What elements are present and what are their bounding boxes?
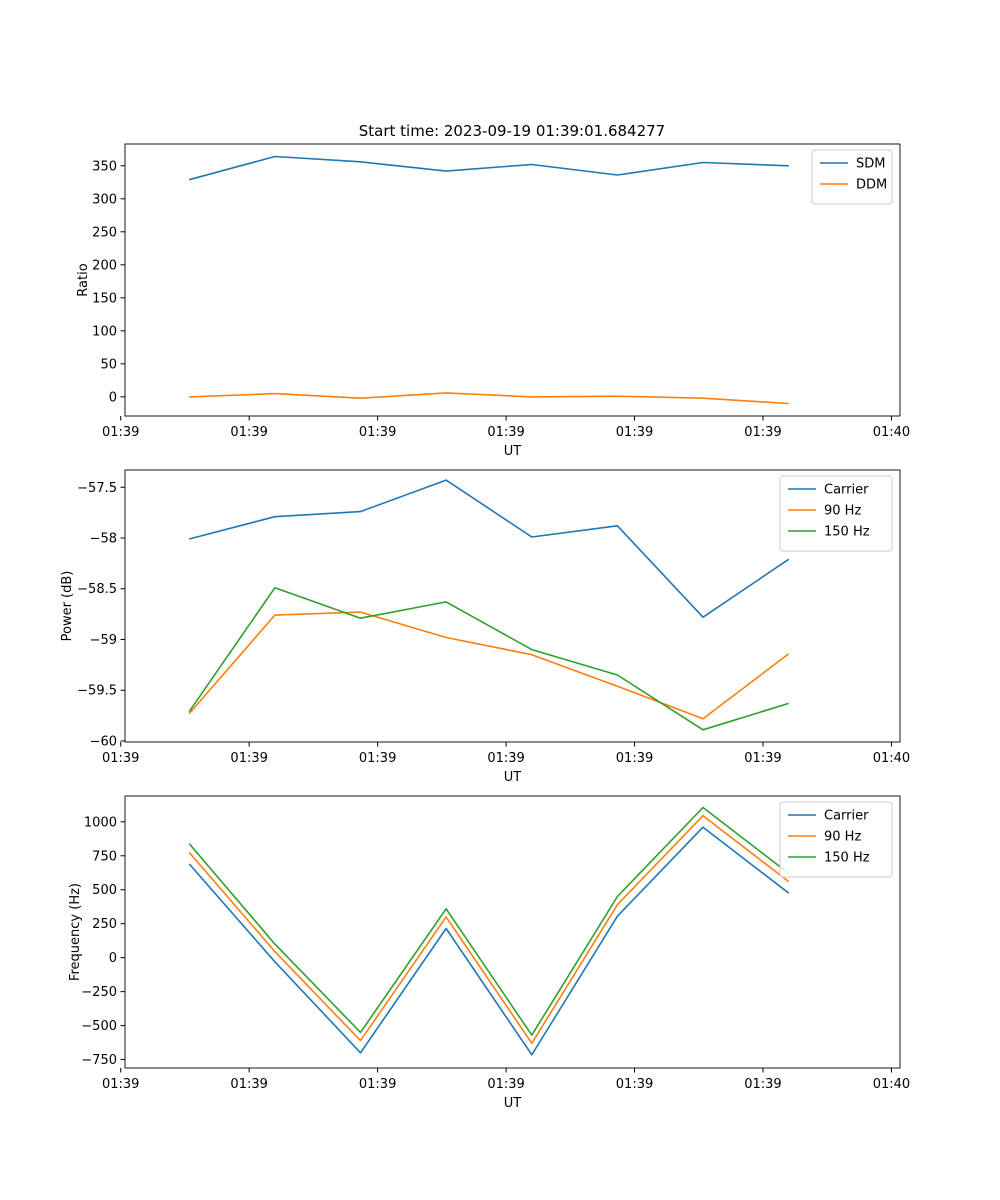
- legend-label: 150 Hz: [824, 851, 870, 866]
- x-tick-label: 01:39: [230, 751, 267, 766]
- x-axis-label: UT: [504, 770, 522, 785]
- y-tick-label: 0: [109, 951, 117, 966]
- x-tick-label: 01:39: [487, 425, 524, 440]
- y-tick-label: −59.5: [77, 684, 117, 699]
- y-tick-label: −58.5: [77, 582, 117, 597]
- chart-panel-1: 01:39 01:39 01:39 01:39 01:39 01:39 01:40 0 50 10…: [76, 143, 910, 459]
- legend-label: 90 Hz: [824, 504, 861, 519]
- y-tick-label: 500: [92, 883, 117, 898]
- legend-label: 150 Hz: [824, 525, 870, 540]
- x-tick-label: 01:39: [102, 425, 139, 440]
- series-line-sdm: [188, 155, 789, 181]
- chart-panel-3: 01:39 01:39 01:39 01:39 01:39 01:39 01:40 −750 −…: [68, 795, 910, 1111]
- x-axis-label: UT: [504, 444, 522, 459]
- x-axis-label: UT: [504, 1096, 522, 1111]
- axes-frame: [124, 795, 901, 1069]
- x-tick-label: 01:39: [102, 751, 139, 766]
- chart-panel-2: 01:39 01:39 01:39 01:39 01:39 01:39 01:40 −60 −5…: [60, 469, 910, 785]
- y-axis-label: Power (dB): [60, 571, 75, 642]
- x-tick-label: 01:39: [102, 1077, 139, 1092]
- y-axis-label: Frequency (Hz): [68, 883, 83, 981]
- y-tick-label: 1000: [84, 815, 117, 830]
- x-tick-label: 01:39: [616, 751, 653, 766]
- y-axis-label: Ratio: [76, 263, 91, 296]
- series-line-carrier: [188, 479, 790, 619]
- y-tick-label: −59: [90, 633, 117, 648]
- axes-frame: [124, 143, 901, 417]
- series-line-90-hz: [188, 814, 790, 1045]
- y-tick-label: −500: [81, 1019, 117, 1034]
- x-tick-label: 01:39: [487, 751, 524, 766]
- series-line-90-hz: [188, 611, 790, 720]
- y-tick-label: 50: [100, 357, 117, 372]
- x-tick-label: 01:39: [230, 1077, 267, 1092]
- legend-label: Carrier: [824, 809, 869, 824]
- x-tick-label: 01:39: [359, 751, 396, 766]
- series-line-150-hz: [188, 586, 789, 731]
- x-tick-label: 01:39: [744, 425, 781, 440]
- axes-frame: [124, 469, 901, 743]
- y-tick-label: 250: [92, 225, 117, 240]
- x-tick-label: 01:39: [744, 1077, 781, 1092]
- x-tick-label: 01:39: [616, 1077, 653, 1092]
- x-tick-label: 01:39: [359, 1077, 396, 1092]
- x-tick-label: 01:39: [359, 425, 396, 440]
- legend-label: 90 Hz: [824, 830, 861, 845]
- y-tick-label: 150: [92, 291, 117, 306]
- x-tick-label: 01:39: [616, 425, 653, 440]
- x-tick-label: 01:40: [873, 751, 910, 766]
- y-tick-label: 300: [92, 192, 117, 207]
- legend-box: [779, 801, 893, 878]
- series-line-150-hz: [188, 806, 790, 1036]
- y-tick-label: −60: [90, 734, 117, 749]
- x-tick-label: 01:39: [744, 751, 781, 766]
- chart-panels: 01:39 01:39 01:39 01:39 01:39 01:39 01:40 0 50 10…: [60, 143, 910, 1111]
- series-line-ddm: [189, 392, 789, 405]
- y-tick-label: 250: [92, 917, 117, 932]
- legend-label: DDM: [856, 178, 887, 193]
- x-tick-label: 01:40: [873, 425, 910, 440]
- y-tick-label: 750: [92, 849, 117, 864]
- y-tick-label: 100: [92, 324, 117, 339]
- legend-box: [779, 475, 893, 552]
- y-tick-label: 350: [92, 159, 117, 174]
- legend-label: Carrier: [824, 483, 869, 498]
- x-tick-label: 01:39: [487, 1077, 524, 1092]
- x-tick-label: 01:40: [873, 1077, 910, 1092]
- y-tick-label: −58: [90, 532, 117, 547]
- legend-label: SDM: [856, 157, 885, 172]
- x-tick-label: 01:39: [230, 425, 267, 440]
- y-tick-label: 200: [92, 258, 117, 273]
- y-tick-label: 0: [109, 390, 117, 405]
- series-line-carrier: [188, 826, 790, 1056]
- y-tick-label: −750: [81, 1053, 117, 1068]
- y-tick-label: −250: [81, 985, 117, 1000]
- figure-title: Start time: 2023-09-19 01:39:01.684277: [359, 122, 665, 140]
- y-tick-label: −57.5: [77, 481, 117, 496]
